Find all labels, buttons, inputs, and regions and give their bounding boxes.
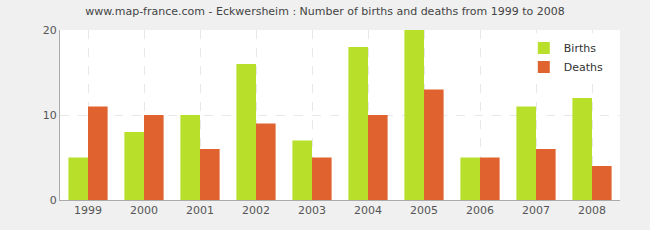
svg-text:2004: 2004: [354, 204, 382, 217]
svg-text:1999: 1999: [74, 204, 102, 217]
svg-text:2005: 2005: [410, 204, 438, 217]
svg-text:2002: 2002: [242, 204, 270, 217]
svg-text:www.map-france.com - Eckwershe: www.map-france.com - Eckwersheim : Numbe…: [85, 5, 565, 18]
svg-text:2000: 2000: [130, 204, 158, 217]
svg-text:20: 20: [43, 24, 57, 37]
svg-text:10: 10: [43, 109, 57, 122]
svg-text:2008: 2008: [578, 204, 606, 217]
svg-text:Births: Births: [564, 42, 596, 55]
svg-text:2006: 2006: [466, 204, 494, 217]
svg-text:2003: 2003: [298, 204, 326, 217]
svg-text:2007: 2007: [522, 204, 550, 217]
svg-text:0: 0: [50, 194, 57, 207]
svg-text:Deaths: Deaths: [564, 61, 603, 74]
svg-text:2001: 2001: [186, 204, 214, 217]
